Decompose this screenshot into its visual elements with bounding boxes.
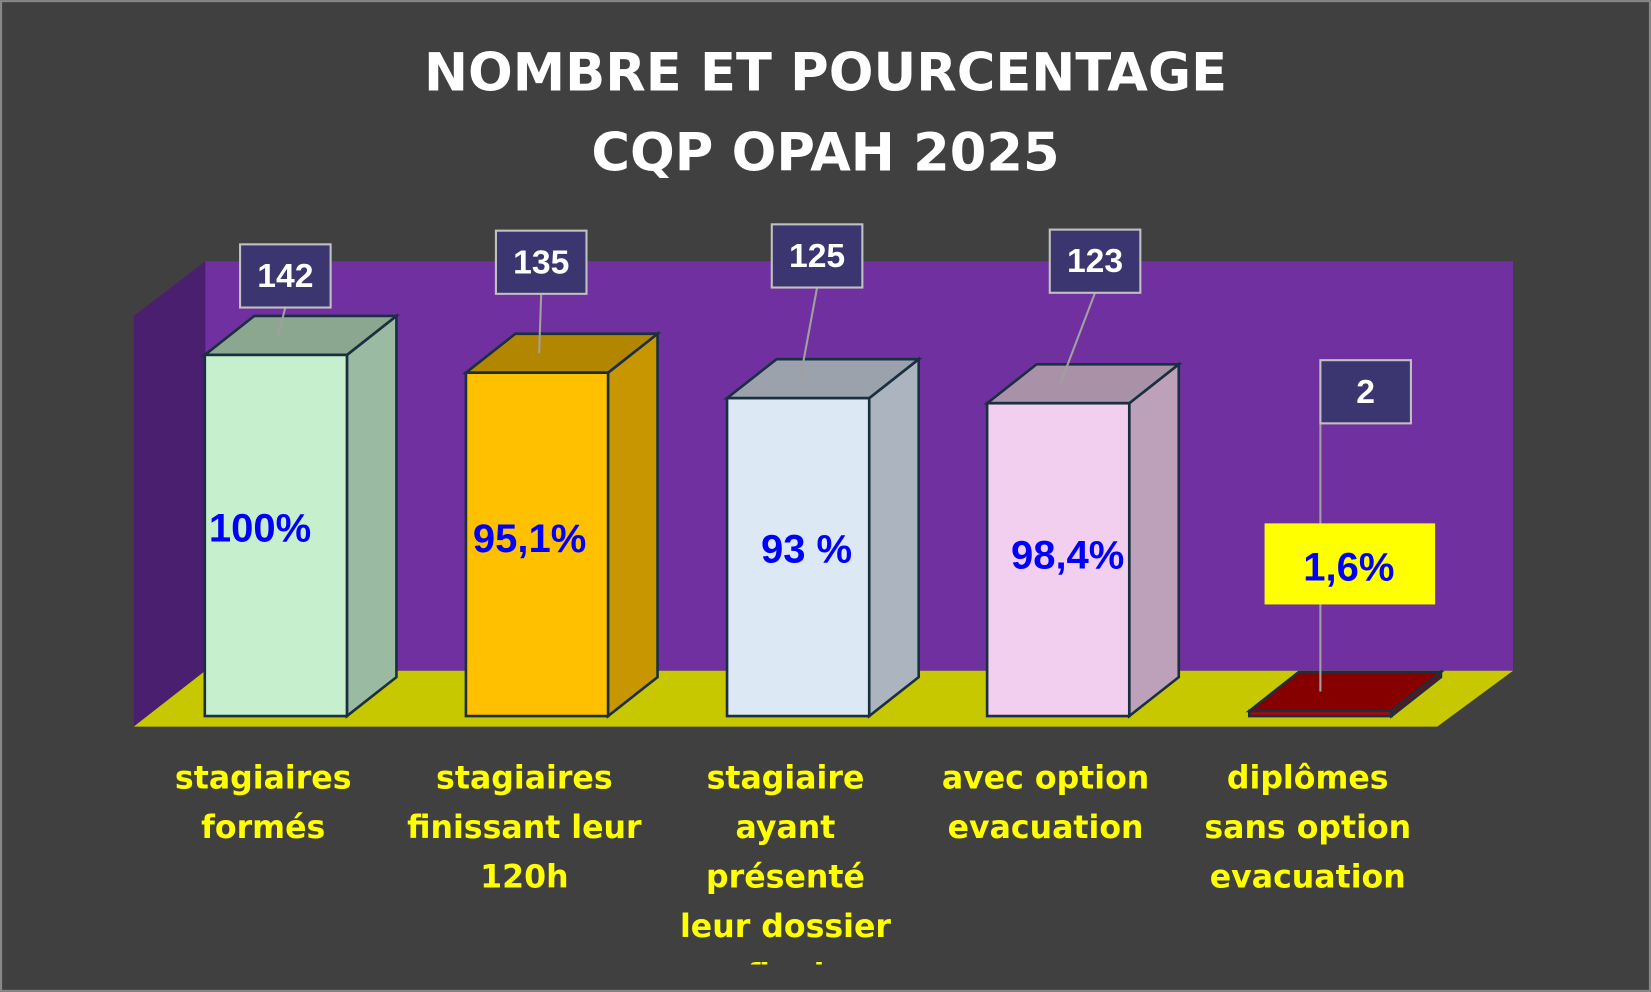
- side-wall: [133, 261, 206, 727]
- leader-line: [1059, 292, 1097, 385]
- x-tick-label: stagiaire ayant présenté leur dossier fi…: [679, 760, 892, 964]
- bar-side: [345, 313, 398, 719]
- percent-label: 95,1%: [473, 517, 586, 561]
- bar-front: [203, 353, 349, 718]
- category-label-box: stagiaires finissant leur 120h: [407, 760, 642, 897]
- x-tick-label: diplômes sans option evacuation: [1204, 760, 1412, 897]
- x-tick-label: stagiaires finissant leur 120h: [407, 760, 642, 897]
- data-label-box: [239, 243, 332, 309]
- x-tick-label: stagiaires formés: [174, 760, 352, 847]
- bar: [983, 361, 1183, 719]
- category-label-box: diplômes sans option evacuation: [1204, 760, 1412, 897]
- percent-box: [1264, 523, 1436, 605]
- data-label-box: [1048, 228, 1142, 294]
- bar: [462, 331, 662, 719]
- data-label: 123: [1067, 243, 1123, 280]
- leader-line: [799, 287, 819, 379]
- percent-label: 98,4%: [1011, 534, 1124, 578]
- data-label-box: [1319, 359, 1412, 425]
- chart-subtitle: CQP OPAH 2025: [591, 123, 1059, 184]
- bar-front: [985, 401, 1131, 718]
- percent-label: 93 %: [761, 527, 852, 571]
- category-label-box: avec option evacuation: [941, 760, 1150, 847]
- bar-front: [464, 371, 610, 718]
- leader-line: [276, 307, 287, 336]
- bar-front: [1247, 709, 1393, 718]
- data-label: 135: [513, 244, 569, 281]
- bar: [200, 313, 401, 719]
- category-label-box: stagiaires formés: [174, 760, 352, 847]
- percent-label: 100%: [209, 506, 311, 550]
- x-tick-label: avec option evacuation: [941, 760, 1150, 847]
- leader-line: [538, 293, 543, 354]
- bar: [1245, 669, 1445, 719]
- bar-front: [725, 396, 871, 718]
- chart-title: NOMBRE ET POURCENTAGE: [424, 43, 1227, 104]
- percent-label: 1,6%: [1303, 545, 1394, 589]
- category-label-box: stagiaire ayant présenté leur dossier fi…: [679, 760, 892, 964]
- data-label-box: [494, 229, 588, 295]
- data-label-box: [770, 223, 864, 289]
- bar-side: [1127, 361, 1181, 719]
- data-label: 142: [257, 258, 313, 295]
- bar: [723, 356, 923, 719]
- bar-side: [606, 331, 659, 719]
- data-label: 125: [789, 238, 845, 275]
- bar-side: [867, 356, 921, 719]
- data-label: 2: [1356, 374, 1375, 411]
